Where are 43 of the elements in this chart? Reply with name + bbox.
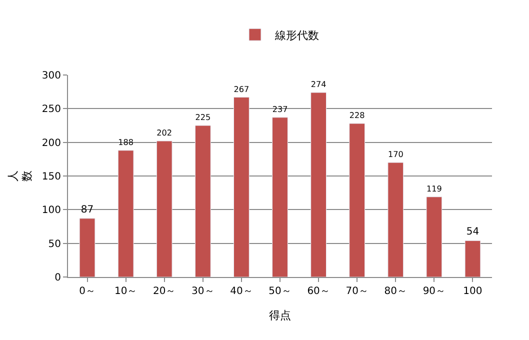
x-tick-label: 10～ bbox=[114, 286, 138, 297]
data-label: 202 bbox=[156, 128, 172, 138]
x-tick-label: 60～ bbox=[307, 286, 330, 297]
x-tick-label: 70～ bbox=[346, 286, 368, 297]
bar bbox=[310, 92, 326, 277]
x-tick-label: 80～ bbox=[384, 286, 408, 297]
y-tick-label: 150 bbox=[42, 172, 61, 182]
data-label: 267 bbox=[234, 84, 250, 94]
y-axis-title: 人数 bbox=[6, 170, 34, 182]
bar bbox=[79, 218, 96, 277]
y-tick-label: 100 bbox=[42, 205, 61, 216]
data-label: 274 bbox=[310, 80, 326, 90]
legend-label: 線形代数 bbox=[274, 28, 319, 42]
data-label: 188 bbox=[118, 138, 134, 147]
x-axis-title: 得点 bbox=[269, 309, 291, 322]
x-tick-label: 100 bbox=[463, 286, 482, 297]
data-label: 119 bbox=[426, 184, 442, 194]
y-tick-label: 300 bbox=[42, 70, 61, 82]
y-tick-label: 250 bbox=[42, 104, 61, 116]
data-label: 87 bbox=[80, 204, 94, 216]
bar bbox=[426, 196, 442, 277]
data-label: 54 bbox=[466, 226, 480, 238]
bar bbox=[194, 125, 211, 277]
y-tick-label: 0 bbox=[54, 272, 61, 284]
data-label: 170 bbox=[388, 150, 404, 160]
data-label: 237 bbox=[272, 104, 288, 114]
bar bbox=[156, 140, 172, 277]
x-tick-label: 0～ bbox=[79, 286, 96, 297]
bar bbox=[234, 96, 250, 277]
bar bbox=[272, 117, 288, 277]
bar bbox=[118, 150, 134, 277]
bar bbox=[388, 162, 404, 277]
x-tick-label: 20～ bbox=[152, 286, 176, 297]
bar bbox=[464, 240, 481, 277]
x-tick-label: 90～ bbox=[422, 286, 446, 297]
y-tick-label: 50 bbox=[48, 238, 61, 250]
x-tick-label: 30～ bbox=[192, 286, 214, 297]
data-label: 228 bbox=[349, 111, 365, 120]
x-tick-label: 40～ bbox=[230, 286, 253, 297]
data-label: 225 bbox=[195, 113, 211, 122]
y-tick-label: 200 bbox=[42, 138, 61, 149]
x-tick-label: 50～ bbox=[268, 286, 292, 297]
bar bbox=[349, 123, 366, 277]
